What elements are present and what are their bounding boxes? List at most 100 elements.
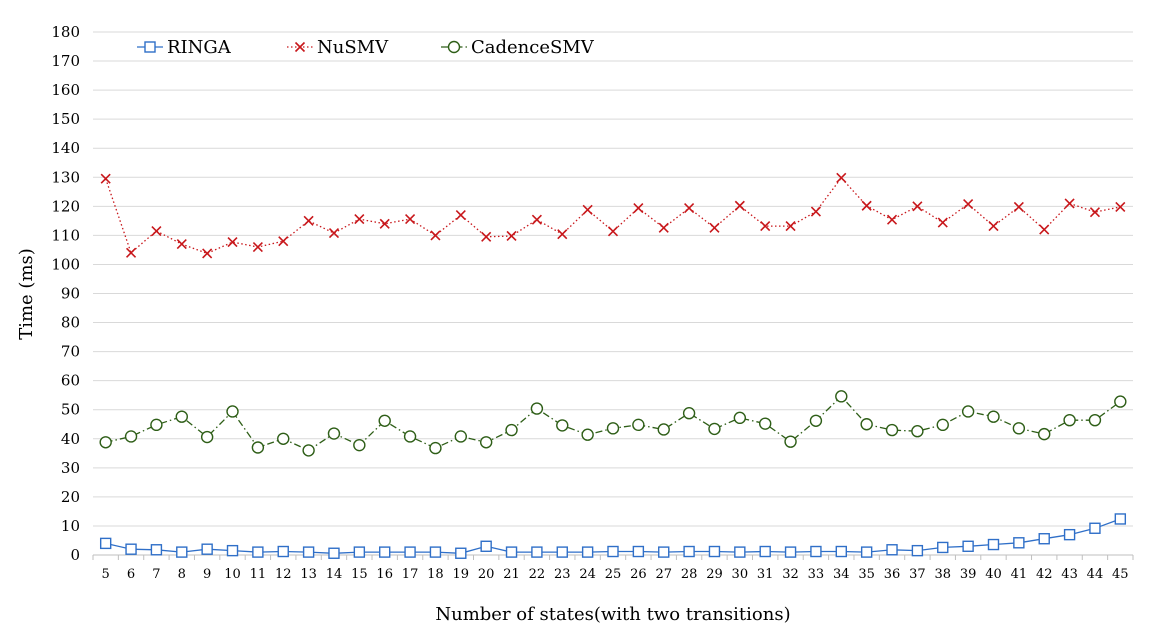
data-point (226, 544, 239, 557)
data-point (1114, 513, 1127, 525)
x-tick-label: 39 (960, 567, 977, 582)
y-tick-label: 60 (61, 372, 80, 390)
data-point (682, 407, 696, 420)
x-tick-label: 21 (503, 567, 520, 582)
data-point (988, 221, 999, 232)
data-point (987, 410, 1000, 423)
data-point (405, 214, 416, 225)
data-point (658, 222, 669, 233)
data-point (176, 239, 187, 250)
x-tick-label: 8 (178, 567, 186, 582)
data-point (99, 537, 112, 550)
y-tick-label: 40 (61, 430, 80, 448)
data-point (937, 541, 949, 554)
y-tick-label: 30 (61, 459, 80, 477)
data-point (201, 543, 213, 555)
data-point (505, 423, 518, 437)
series-line (105, 176, 1121, 255)
data-point (1038, 427, 1051, 441)
y-tick-label: 130 (51, 168, 80, 186)
data-point (302, 444, 315, 457)
x-tick-label: 23 (554, 567, 571, 582)
x-tick-label: 42 (1036, 567, 1053, 582)
data-point (632, 545, 645, 558)
data-point (226, 405, 239, 418)
x-tick-label: 15 (351, 567, 368, 582)
data-point (125, 543, 137, 555)
data-point (506, 230, 517, 242)
data-point (556, 419, 569, 432)
y-tick-label: 90 (61, 285, 80, 303)
data-point (302, 546, 315, 558)
data-point (861, 200, 872, 211)
data-point (760, 221, 771, 232)
data-point (582, 204, 593, 215)
x-tick-label: 13 (300, 567, 317, 582)
y-tick-label: 20 (61, 488, 80, 506)
x-tick-label: 7 (152, 567, 160, 582)
data-point (759, 545, 771, 558)
data-point (531, 546, 543, 558)
legend-item-cadencesmv: CadenceSMV (441, 37, 595, 58)
x-tick-label: 30 (732, 567, 749, 582)
data-point (481, 231, 492, 242)
data-point (556, 546, 568, 558)
x-tick-label: 17 (402, 567, 419, 582)
y-tick-label: 0 (70, 546, 80, 564)
data-point (607, 226, 619, 237)
data-point (151, 225, 162, 237)
y-tick-label: 120 (51, 197, 80, 215)
data-point (1115, 201, 1126, 212)
series-nusmv (100, 172, 1126, 259)
x-tick-label: 10 (224, 567, 241, 582)
data-point (328, 547, 340, 559)
x-tick-label: 19 (453, 567, 470, 582)
x-tick-label: 29 (706, 567, 723, 582)
data-point (1013, 201, 1024, 212)
x-tick-label: 6 (127, 567, 135, 582)
data-point (1089, 522, 1101, 534)
x-tick-label: 34 (833, 567, 850, 582)
legend-marker (447, 40, 461, 54)
data-point (531, 214, 542, 225)
data-point (581, 546, 594, 558)
data-point (1064, 198, 1075, 209)
data-point (734, 546, 746, 558)
data-point (251, 441, 265, 454)
legend-label: RINGA (167, 37, 232, 58)
data-point (911, 425, 924, 438)
data-point (836, 172, 847, 183)
data-point (860, 418, 873, 431)
series-group (99, 172, 1127, 559)
x-tick-label: 24 (579, 567, 596, 582)
data-point (100, 173, 111, 184)
data-point (379, 546, 391, 558)
x-tick-label: 5 (102, 567, 110, 582)
data-point (606, 422, 620, 435)
data-point (784, 546, 797, 558)
x-tick-label: 45 (1112, 567, 1129, 582)
data-point (429, 546, 442, 558)
x-tick-label: 44 (1087, 567, 1104, 582)
legend-marker (294, 41, 306, 53)
data-point (1063, 413, 1076, 427)
data-point (633, 203, 644, 214)
y-tick-label: 70 (61, 343, 80, 361)
data-point (327, 427, 341, 440)
y-tick-label: 170 (51, 52, 80, 70)
x-tick-label: 20 (478, 567, 495, 582)
data-point (683, 545, 695, 558)
data-point (202, 248, 213, 259)
data-point (150, 418, 163, 432)
y-tick-label: 100 (51, 255, 80, 273)
legend: RINGA NuSMV CadenceSMV (137, 37, 595, 58)
x-tick-label: 41 (1011, 567, 1028, 582)
legend-marker (144, 41, 156, 53)
data-point (125, 247, 137, 258)
data-point (784, 435, 797, 448)
data-point (278, 236, 289, 247)
series-ringa (99, 513, 1127, 559)
x-tick-label: 40 (985, 567, 1002, 582)
x-tick-label: 16 (376, 567, 393, 582)
data-point (607, 545, 619, 558)
